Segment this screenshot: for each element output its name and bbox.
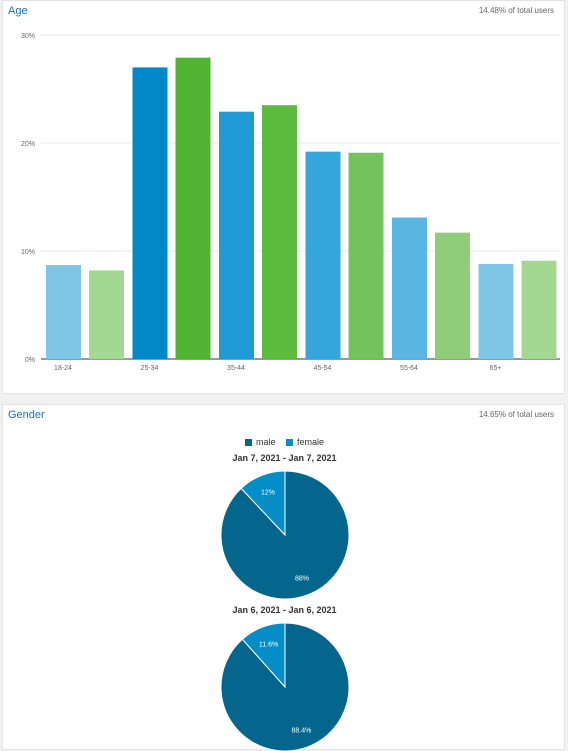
bar-45-54-series-1[interactable] — [305, 151, 341, 359]
pie-slice-label-female: 12% — [261, 490, 275, 497]
bar-25-34-series-2[interactable] — [175, 57, 211, 360]
x-tick-label: 18-24 — [54, 365, 72, 372]
y-tick-label: 0% — [25, 357, 35, 364]
pie-slice-female[interactable] — [240, 470, 286, 537]
x-tick-label: 65+ — [490, 365, 502, 372]
pie-title-jan-7: Jan 7, 2021 - Jan 7, 2021 — [232, 453, 337, 463]
gender-pie-jan-6: 88.4% 11.6% — [220, 622, 350, 751]
gender-total-users: 14.65% of total users — [478, 410, 554, 419]
bar-55-64-series-1[interactable] — [392, 217, 427, 359]
legend-label-male: male — [255, 437, 276, 447]
legend-item-female[interactable]: female — [286, 437, 324, 447]
bar-65+-series-2[interactable] — [521, 260, 557, 359]
pie-title-jan-6: Jan 6, 2021 - Jan 6, 2021 — [232, 605, 337, 615]
bar-35-44-series-2[interactable] — [262, 105, 297, 359]
bar-35-44-series-1[interactable] — [219, 111, 254, 360]
x-tick-label: 35-44 — [227, 365, 245, 372]
legend-label-female: female — [297, 437, 325, 447]
y-tick-label: 10% — [21, 249, 35, 256]
x-tick-label: 55-64 — [400, 365, 418, 372]
bar-55-64-series-2[interactable] — [435, 232, 470, 359]
bar-18-24-series-2[interactable] — [89, 270, 124, 359]
bar-45-54-series-2[interactable] — [348, 152, 384, 359]
age-total-users: 14.48% of total users — [478, 6, 554, 15]
gender-pie-jan-7: 88% 12% — [220, 470, 350, 600]
x-tick-label: 45-54 — [314, 365, 332, 372]
age-bar-chart: 0% 10% 20% 30% 18-24 25-34 35-44 45-54 55-64 65+ — [21, 33, 560, 372]
gender-title: Gender — [8, 409, 45, 421]
age-title: Age — [8, 5, 28, 17]
age-card: Age 14.48% of total users 0% 10% 20% 30% 18-… — [2, 0, 565, 394]
pie-slice-label-male: 88% — [295, 575, 309, 582]
bar-18-24-series-1[interactable] — [46, 265, 81, 359]
pie-slice-label-male: 88.4% — [291, 728, 311, 735]
bar-65+-series-1[interactable] — [478, 263, 514, 359]
pie-slice-label-female: 11.6% — [259, 641, 278, 648]
gender-legend: male female — [3, 437, 566, 447]
legend-swatch-male — [244, 438, 252, 446]
pie-slice-male[interactable] — [220, 622, 350, 751]
legend-swatch-female — [286, 438, 293, 446]
gender-card: Gender 14.65% of total users male female… — [2, 404, 566, 751]
pie-slice-female[interactable] — [241, 622, 286, 689]
x-tick-label: 25-34 — [141, 365, 159, 372]
bar-25-34-series-1[interactable] — [132, 67, 168, 360]
y-tick-label: 20% — [21, 141, 35, 148]
legend-item-male[interactable]: male — [244, 437, 276, 447]
y-tick-label: 30% — [21, 33, 35, 40]
